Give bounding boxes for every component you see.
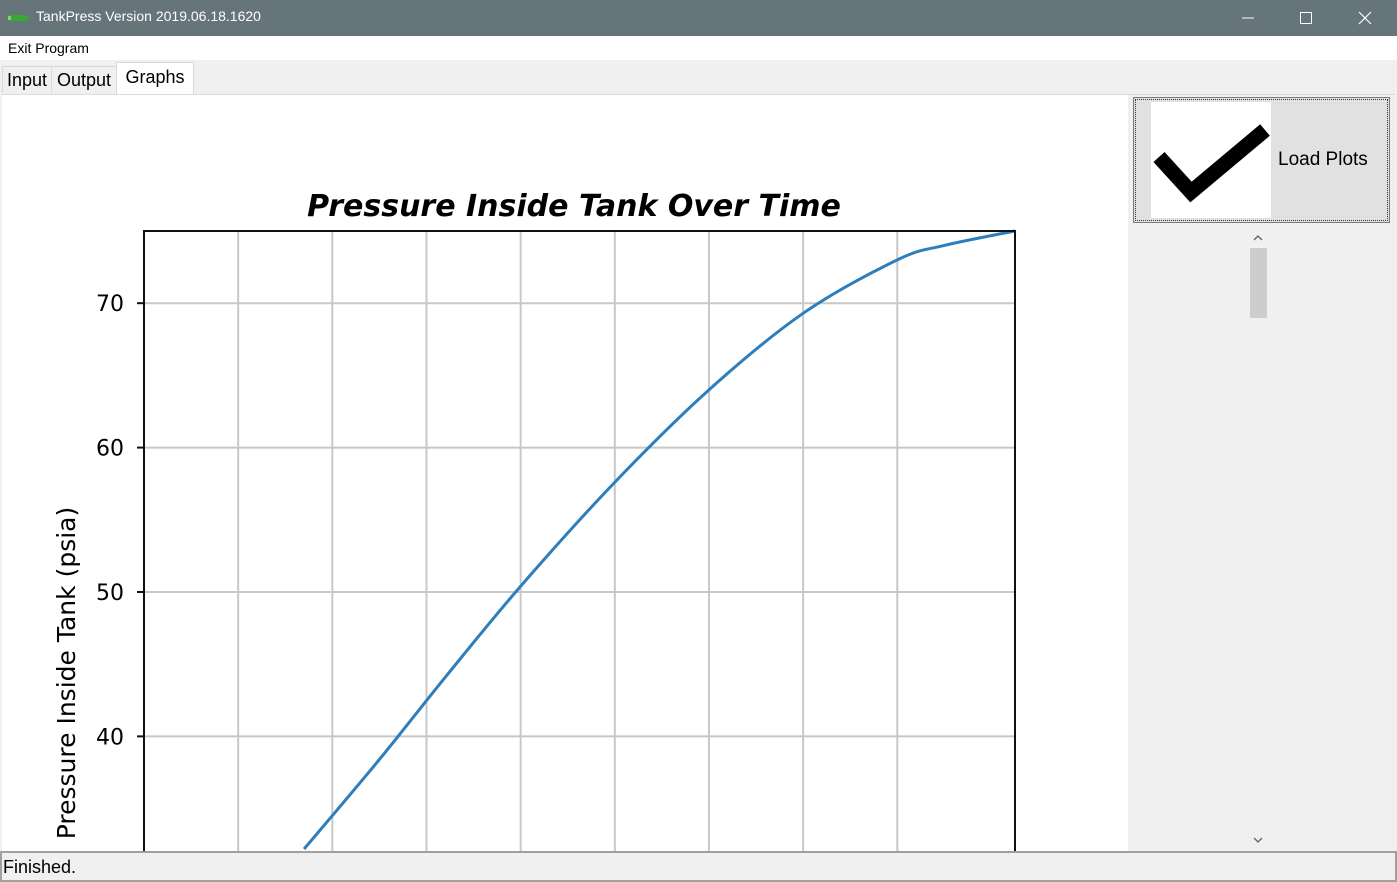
menu-exit-program[interactable]: Exit Program [8,40,89,56]
y-tick-label-70: 70 [96,292,124,317]
plot-area: 40 50 60 70 Pressure Inside Tank Over Time … [2,95,1128,851]
series-line [302,229,1016,850]
chevron-up-icon [1253,235,1263,241]
scroll-thumb[interactable] [1250,248,1267,318]
chevron-down-icon [1253,837,1263,843]
close-icon [1358,11,1372,25]
scroll-down-button[interactable] [1249,831,1267,849]
tab-input[interactable]: Input [2,66,52,93]
maximize-button[interactable] [1277,0,1335,36]
y-tick-label-60: 60 [96,437,124,462]
chart-title: Pressure Inside Tank Over Time [307,189,841,224]
app-icon [8,14,30,22]
minimize-button[interactable] [1219,0,1277,36]
title-bar: TankPress Version 2019.06.18.1620 [0,0,1397,36]
graphs-panel: 40 50 60 70 Pressure Inside Tank Over Time … [2,94,1395,852]
y-tick-label-40: 40 [96,725,124,750]
checkmark-icon [1153,124,1270,203]
tab-output[interactable]: Output [51,66,117,93]
y-tick-label-50: 50 [96,581,124,606]
scroll-up-button[interactable] [1249,229,1267,247]
y-axis-label: Pressure Inside Tank (psia) [52,507,81,839]
checkmark-icon-box [1151,102,1271,218]
tab-strip: Input Output Graphs [0,60,1397,94]
maximize-icon [1300,12,1312,24]
status-bar: Finished. [0,851,1397,882]
tab-graphs[interactable]: Graphs [116,62,194,94]
vertical-scrollbar[interactable] [1249,229,1267,849]
load-plots-button[interactable]: Load Plots [1133,97,1390,223]
menu-bar: Exit Program [0,36,1397,60]
window-title: TankPress Version 2019.06.18.1620 [36,8,261,24]
status-text: Finished. [3,857,77,877]
close-button[interactable] [1336,0,1394,36]
load-plots-label: Load Plots [1278,149,1368,170]
minimize-icon [1242,17,1254,19]
plot-frame [143,230,1016,851]
right-panel: Load Plots [1128,95,1395,851]
